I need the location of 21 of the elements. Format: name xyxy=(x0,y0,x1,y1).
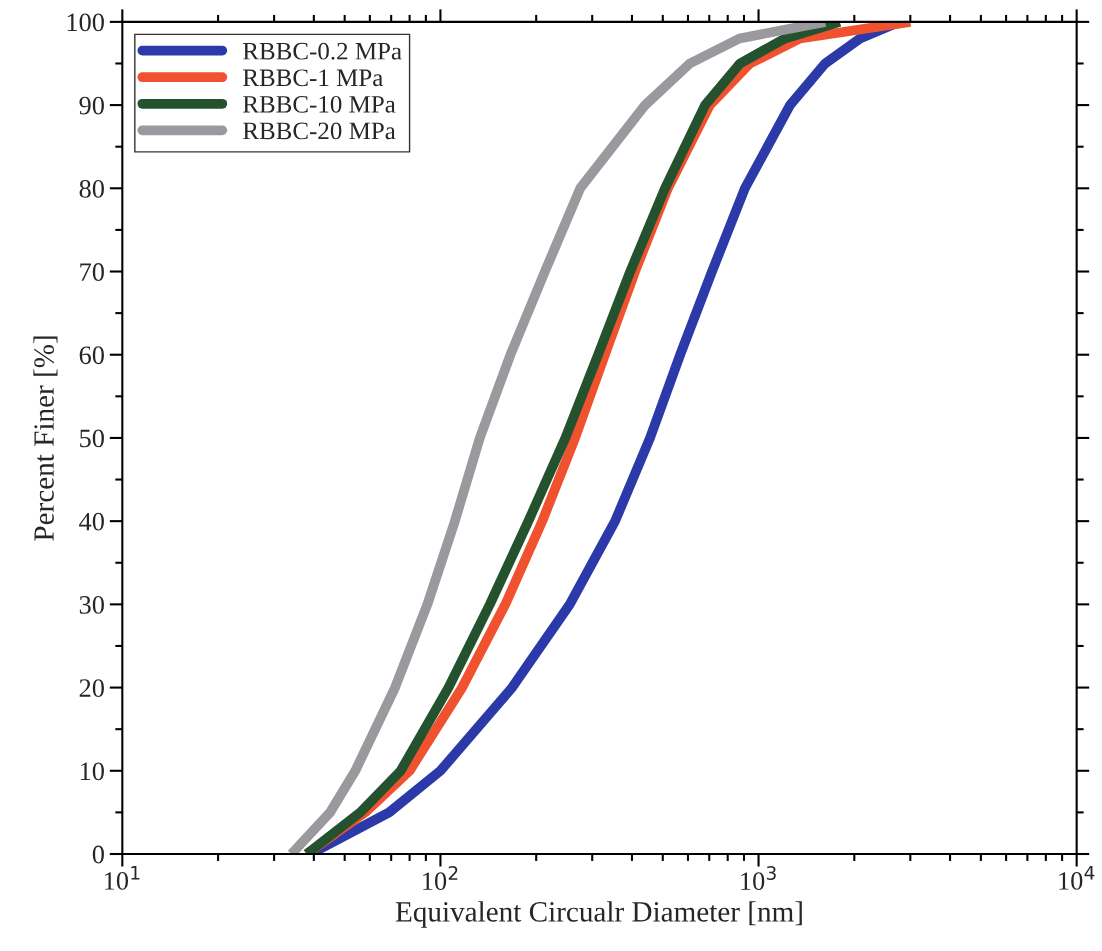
legend-label: RBBC-1 MPa xyxy=(243,69,383,87)
legend-label: RBBC-0.2 MPa xyxy=(243,42,402,60)
y-tick-label: 50 xyxy=(80,429,104,448)
legend-label: RBBC-20 MPa xyxy=(243,122,396,140)
y-tick-label: 40 xyxy=(79,512,104,531)
legend-label: RBBC-10 MPa xyxy=(243,95,396,113)
x-tick-label: 10$^{3}$ xyxy=(741,866,776,891)
y-axis-title: Percent Finer [%] xyxy=(33,336,58,541)
y-tick-label: 30 xyxy=(79,595,104,614)
y-tick-label: 80 xyxy=(79,179,104,198)
x-tick-label: 10$^{1}$ xyxy=(104,866,140,890)
y-tick-label: 20 xyxy=(79,679,104,697)
y-tick-label: 100 xyxy=(67,13,104,32)
y-tick-label: 0 xyxy=(92,845,104,864)
y-tick-label: 10 xyxy=(80,762,104,781)
y-tick-label: 70 xyxy=(80,263,104,281)
y-tick-label: 60 xyxy=(79,346,104,365)
x-tick-label: 10$^{4}$ xyxy=(1059,866,1095,890)
x-axis-title: Equivalent Circualr Diameter [nm] xyxy=(395,901,802,928)
x-tick-label: 10$^{2}$ xyxy=(423,866,458,891)
y-tick-label: 90 xyxy=(79,96,104,115)
